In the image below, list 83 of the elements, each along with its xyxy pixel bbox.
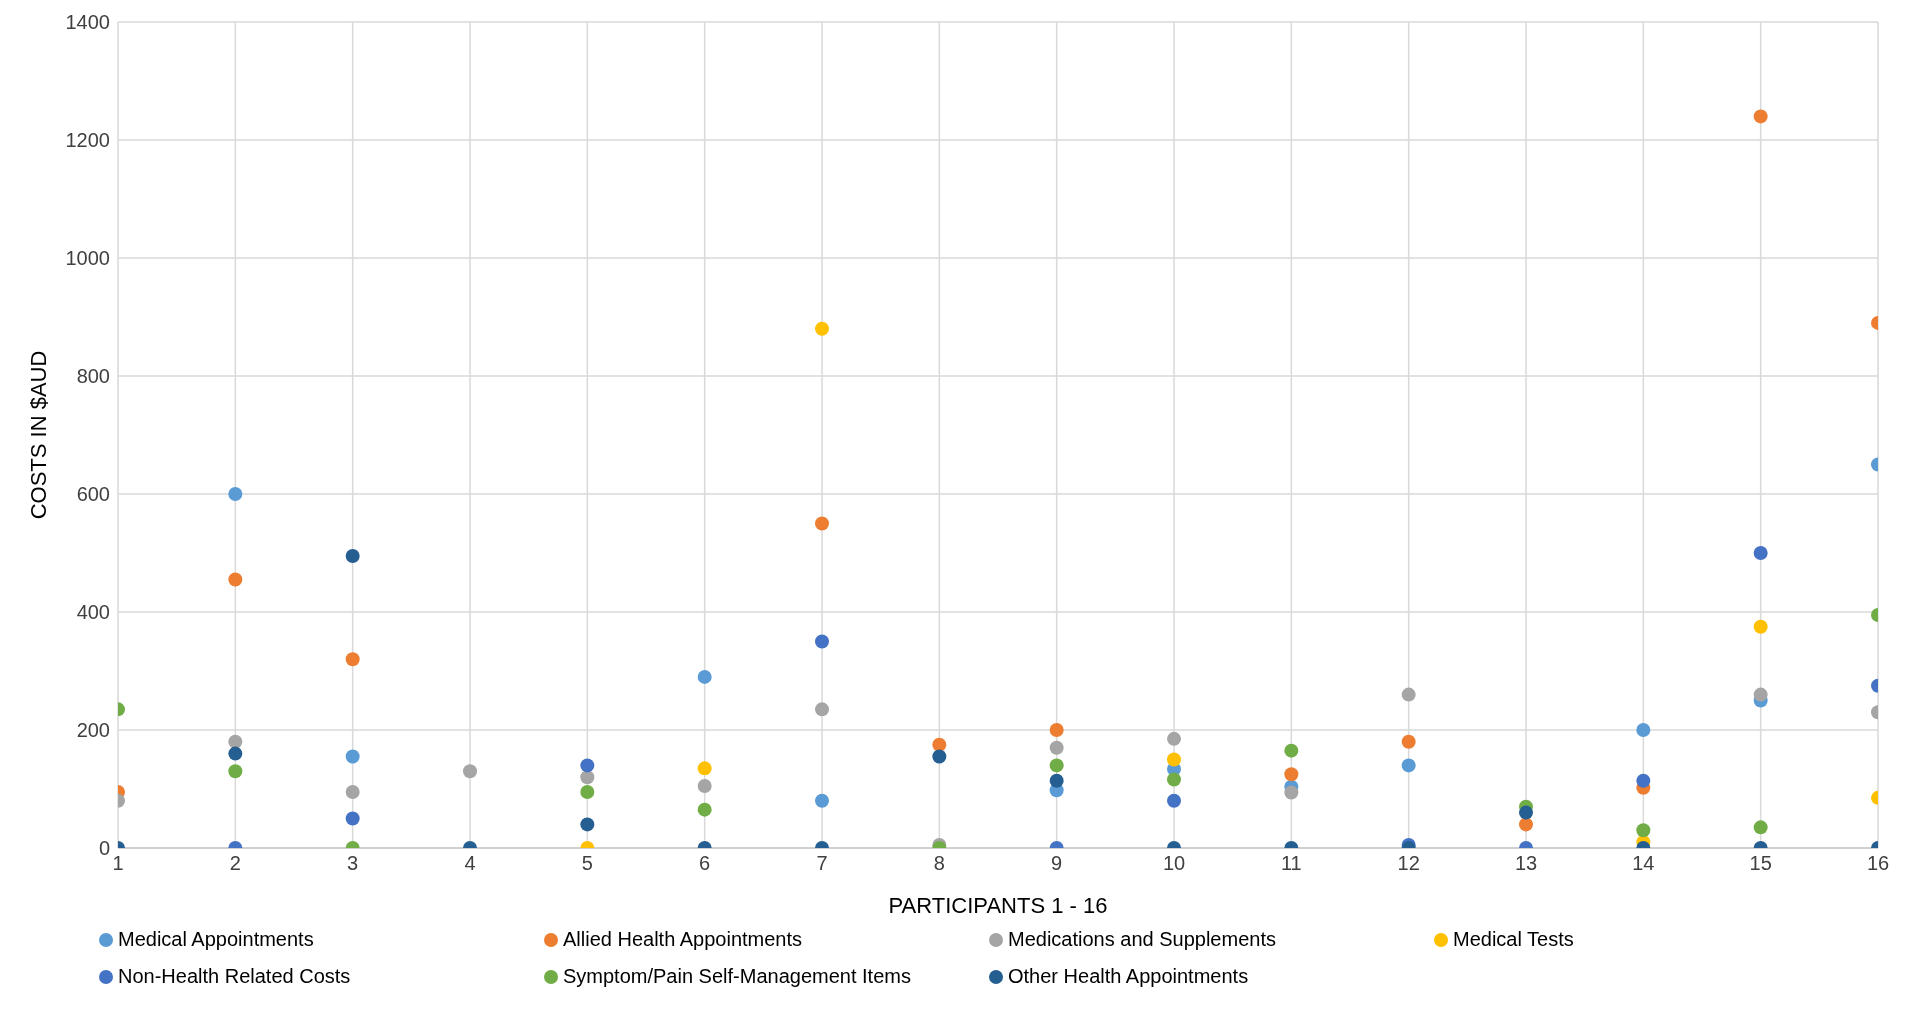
point xyxy=(1519,817,1533,832)
point xyxy=(1167,793,1181,808)
point xyxy=(1049,758,1064,773)
point xyxy=(1284,785,1299,800)
point xyxy=(1519,805,1533,820)
x-tick-label: 12 xyxy=(1397,852,1420,875)
y-tick-label: 800 xyxy=(76,365,110,388)
y-tick-label: 1000 xyxy=(65,247,110,270)
legend-label: Medical Appointments xyxy=(118,928,314,951)
point xyxy=(580,784,595,799)
point xyxy=(1049,773,1064,788)
x-tick-label: 1 xyxy=(112,852,124,875)
point xyxy=(580,817,595,832)
point xyxy=(697,761,712,776)
point xyxy=(815,702,829,717)
y-axis-title: COSTS IN $AUD xyxy=(25,350,51,520)
point xyxy=(1753,687,1768,702)
y-tick-label: 1400 xyxy=(65,11,110,34)
point xyxy=(697,779,712,794)
point xyxy=(932,749,947,764)
point xyxy=(1753,546,1768,560)
x-tick-label: 11 xyxy=(1280,852,1302,875)
point xyxy=(932,737,947,752)
point xyxy=(345,811,360,826)
y-tick-label: 400 xyxy=(76,601,110,624)
y-tick-label: 200 xyxy=(76,719,110,742)
point xyxy=(1049,740,1064,755)
x-tick-label: 10 xyxy=(1162,852,1186,875)
point xyxy=(1167,731,1181,746)
x-tick-label: 13 xyxy=(1514,852,1538,875)
point xyxy=(345,749,360,764)
point xyxy=(1284,743,1299,758)
point xyxy=(345,652,360,667)
point xyxy=(1167,772,1181,787)
point xyxy=(228,487,243,501)
x-tick-label: 5 xyxy=(581,852,593,875)
point xyxy=(1401,687,1416,702)
point xyxy=(697,802,712,817)
x-tick-label: 15 xyxy=(1749,852,1772,875)
point xyxy=(815,516,829,531)
x-tick-label: 16 xyxy=(1866,852,1890,875)
point xyxy=(1636,773,1651,788)
x-tick-label: 7 xyxy=(816,852,828,875)
point xyxy=(815,793,829,808)
point xyxy=(697,669,712,684)
x-tick-label: 4 xyxy=(464,852,476,875)
point xyxy=(345,548,360,563)
point xyxy=(228,764,243,779)
point xyxy=(1401,758,1416,773)
legend-label: Non-Health Related Costs xyxy=(118,965,351,988)
x-tick-label: 3 xyxy=(347,852,359,875)
point xyxy=(1753,820,1768,835)
point xyxy=(1401,734,1416,749)
legend-label: Medications and Supplements xyxy=(1008,928,1276,951)
point xyxy=(1636,723,1651,737)
x-tick-label: 8 xyxy=(933,852,945,875)
x-tick-label: 6 xyxy=(699,852,711,875)
point xyxy=(1753,109,1768,124)
point xyxy=(1636,823,1651,838)
legend-label: Symptom/Pain Self-Management Items xyxy=(563,965,911,988)
point xyxy=(1049,723,1064,737)
point xyxy=(1284,767,1299,782)
point xyxy=(815,321,829,336)
point xyxy=(580,758,595,773)
point xyxy=(1167,752,1181,767)
y-tick-label: 600 xyxy=(76,483,110,506)
point xyxy=(228,746,243,761)
legend-label: Other Health Appointments xyxy=(1008,965,1249,988)
point xyxy=(228,572,243,587)
y-tick-label: 1200 xyxy=(65,129,110,152)
x-tick-label: 9 xyxy=(1051,852,1063,875)
point xyxy=(228,734,243,749)
x-axis-title: PARTICIPANTS 1 - 16 xyxy=(888,893,1108,918)
point xyxy=(345,784,360,799)
point xyxy=(1753,619,1768,634)
x-tick-label: 2 xyxy=(229,852,241,875)
point xyxy=(463,764,477,779)
y-tick-label: 0 xyxy=(98,837,110,860)
point xyxy=(815,634,829,649)
legend-label: Allied Health Appointments xyxy=(563,928,803,951)
legend-label: Medical Tests xyxy=(1453,928,1574,951)
point xyxy=(580,770,595,785)
x-tick-label: 14 xyxy=(1632,852,1655,875)
